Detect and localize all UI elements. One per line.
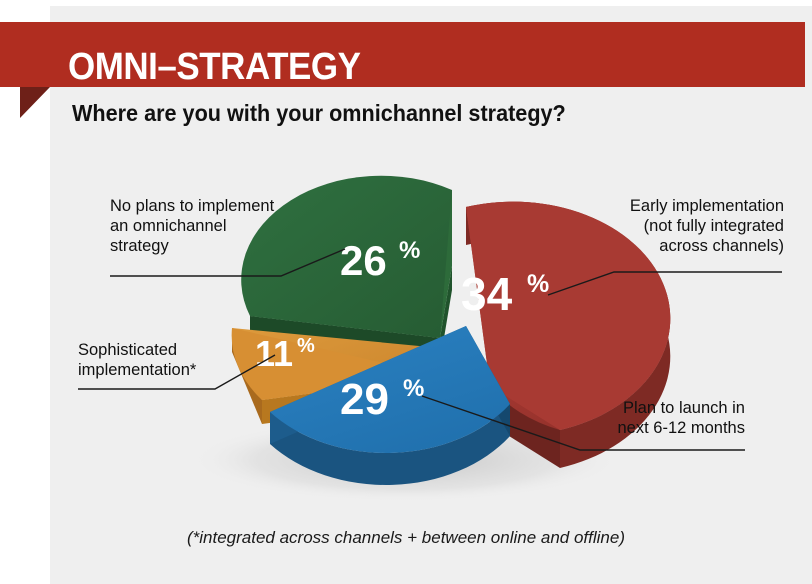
title-banner: OMNI–STRATEGY	[0, 22, 805, 88]
label-orange-percent: %	[297, 335, 315, 357]
leader-line-blue	[421, 395, 745, 451]
leader-line-red	[547, 271, 782, 296]
label-blue-percent: %	[403, 375, 424, 402]
leader-line-orange	[78, 354, 276, 390]
callout-green: No plans to implement an omnichannel str…	[110, 197, 275, 255]
label-red-percent: %	[527, 270, 549, 298]
chart-footnote: (*integrated across channels + between o…	[186, 528, 626, 547]
callout-red: Early implementation (not fully integrat…	[629, 197, 784, 255]
leader-line-green	[110, 248, 346, 277]
leader-lines	[78, 248, 782, 451]
pie-slice-green[interactable]	[241, 175, 452, 362]
label-green-percent: %	[399, 237, 420, 264]
pie-slice-blue-face	[270, 326, 510, 453]
pie-slice-red-face-fill	[466, 201, 671, 430]
callout-orange: Sophisticated implementation*	[78, 341, 197, 379]
pie-slice-green-arc	[241, 175, 452, 338]
chart-question: Where are you with your omnichannel stra…	[72, 100, 566, 126]
pie-slice-blue-side	[270, 404, 510, 485]
label-green-value: 26	[340, 237, 387, 284]
page-title: OMNI–STRATEGY	[68, 46, 361, 88]
label-blue-value: 29	[340, 375, 389, 424]
label-orange-value: 11	[255, 333, 293, 374]
callout-blue: Plan to launch in next 6-12 months	[617, 399, 746, 437]
pie-slice-blue[interactable]	[270, 326, 510, 485]
pie-value-labels: 26 % 34 % 11 % 29 %	[255, 237, 549, 424]
banner-fold-corner	[20, 87, 50, 118]
label-red-value: 34	[461, 268, 513, 320]
